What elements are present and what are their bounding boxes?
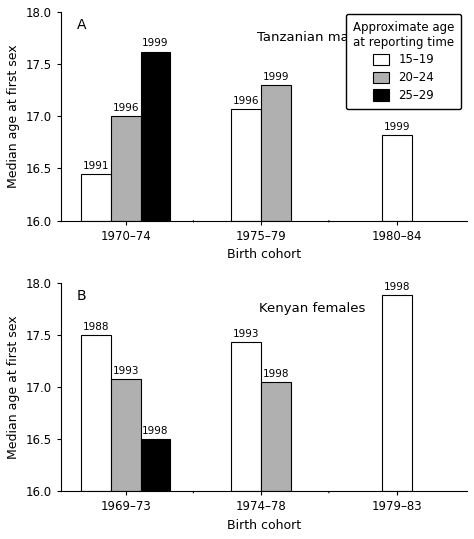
Text: A: A [77,18,86,32]
Text: 1996: 1996 [112,103,139,113]
Text: 1998: 1998 [142,426,169,436]
Bar [81,335,111,492]
Text: 1998: 1998 [383,282,410,292]
Y-axis label: Median age at first sex: Median age at first sex [7,315,20,459]
Text: 1996: 1996 [233,96,259,106]
Bar [382,135,411,220]
Bar [231,342,261,492]
Text: 1991: 1991 [82,161,109,170]
Y-axis label: Median age at first sex: Median age at first sex [7,44,20,188]
Text: 1993: 1993 [112,365,139,376]
Bar [81,174,111,220]
X-axis label: Birth cohort: Birth cohort [227,248,301,261]
Bar [261,85,291,220]
Text: 1999: 1999 [142,38,169,49]
Bar [382,295,411,492]
Bar [111,379,141,492]
Text: 1999: 1999 [263,72,289,82]
Bar [231,109,261,220]
Bar [141,439,170,492]
Text: B: B [77,289,87,303]
Bar [141,52,170,220]
Text: 1993: 1993 [233,329,259,339]
Legend: 15–19, 20–24, 25–29: 15–19, 20–24, 25–29 [346,13,461,109]
Text: 1988: 1988 [82,322,109,332]
X-axis label: Birth cohort: Birth cohort [227,519,301,532]
Text: 1998: 1998 [263,369,289,379]
Text: Tanzanian males: Tanzanian males [257,31,368,44]
Text: 1999: 1999 [383,122,410,132]
Bar [111,116,141,220]
Bar [261,382,291,492]
Text: Kenyan females: Kenyan females [259,302,366,315]
